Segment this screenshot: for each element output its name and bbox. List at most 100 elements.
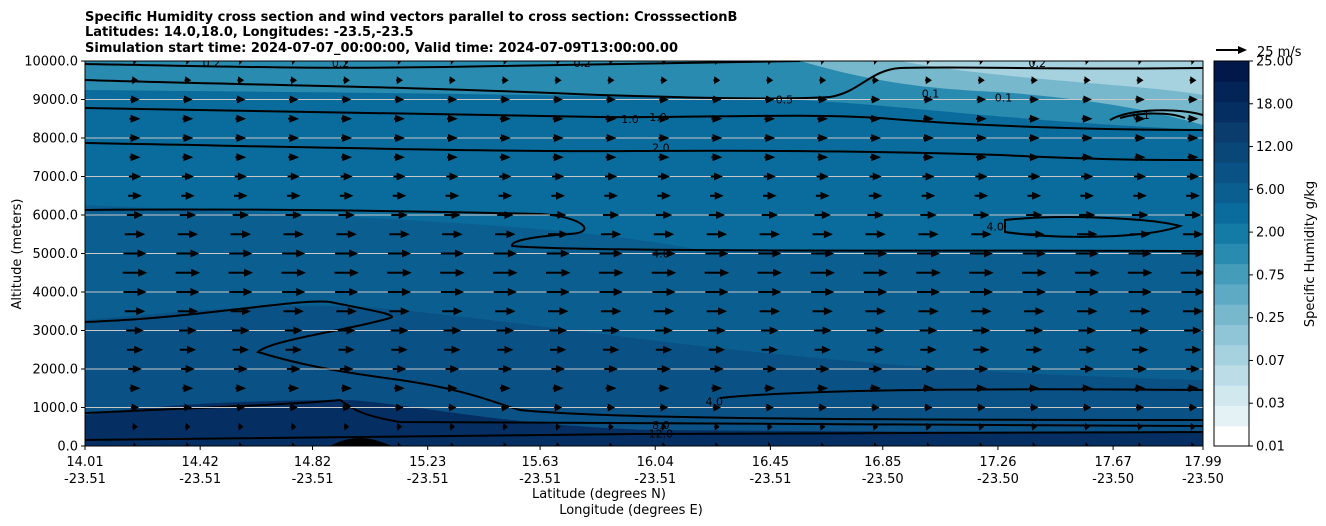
wind-vector (497, 345, 514, 354)
wind-vector (130, 95, 140, 104)
wind-vector (767, 61, 772, 65)
wind-vector (657, 191, 671, 200)
colorbar-swatch (1214, 385, 1249, 406)
y-tick-label: 10000.0 (24, 55, 78, 70)
wind-vector (1128, 249, 1152, 258)
colorbar-tick-label: 12.00 (1256, 140, 1293, 155)
wind-vector (920, 345, 937, 354)
wind-vector (870, 153, 882, 162)
wind-vector (708, 326, 726, 335)
wind-vector (340, 172, 353, 181)
contour-label: 4.0 (986, 221, 1004, 234)
wind-vector (1131, 326, 1149, 335)
colorbar-swatch (1214, 283, 1249, 305)
wind-vector (764, 153, 776, 162)
wind-vector (552, 134, 564, 142)
wind-vector (344, 442, 349, 446)
wind-vector (814, 211, 831, 219)
wind-vector (653, 307, 675, 316)
colorbar-frame (1213, 60, 1250, 447)
wind-vector (1081, 153, 1093, 162)
wind-vector (1135, 95, 1145, 104)
wind-vector (123, 249, 147, 258)
wind-vector (1032, 61, 1037, 65)
wind-vector (1032, 442, 1037, 446)
x-tick-label-latitude: 15.23 (409, 455, 446, 470)
wind-vector (759, 230, 780, 239)
wind-vector (820, 442, 825, 446)
wind-vector (289, 403, 298, 412)
wind-vector (926, 442, 931, 446)
wind-vector (548, 230, 569, 239)
wind-vector (288, 134, 300, 142)
x-tick-label-latitude: 16.04 (637, 455, 674, 470)
wind-vector (442, 307, 463, 316)
wind-vector (1078, 326, 1097, 335)
wind-vector (446, 153, 458, 162)
wind-vector (341, 134, 353, 142)
wind-vector (1028, 384, 1040, 393)
colorbar-swatch (1214, 304, 1249, 325)
wind-vector (554, 76, 562, 85)
contour-line-2.0 (85, 142, 1203, 161)
wind-vector (397, 442, 402, 446)
chart-title-line-2: Latitudes: 14.0,18.0, Longitudes: -23.5,… (85, 25, 414, 40)
colorbar-tick-label: 0.25 (1256, 311, 1285, 326)
wind-vector (450, 61, 455, 65)
contour-label: 1.0 (621, 113, 639, 126)
colorbar-tick-label: 18.00 (1256, 97, 1293, 112)
wind-vector (813, 326, 832, 335)
wind-vector (341, 153, 353, 162)
wind-vector (495, 307, 516, 316)
wind-vector (1190, 422, 1196, 431)
wind-vector (975, 172, 988, 181)
wind-vector (1085, 61, 1090, 65)
wind-vector (711, 134, 723, 142)
y-tick-label: 0.0 (57, 440, 78, 455)
wind-vector (1180, 268, 1203, 277)
wind-vector (714, 61, 719, 65)
wind-vector (658, 384, 670, 393)
wind-vector (549, 326, 568, 335)
wind-vector (1129, 230, 1151, 239)
contour-line-4.0-cell (1004, 216, 1184, 238)
wind-vector (548, 307, 569, 316)
colorbar-swatch (1214, 324, 1249, 346)
wind-vector (925, 422, 932, 431)
wind-vector (1077, 307, 1098, 316)
wind-vector (394, 384, 405, 393)
wind-vector (710, 172, 724, 181)
wind-vector (389, 230, 410, 239)
y-tick-label: 6000.0 (33, 209, 79, 224)
wind-vector (338, 345, 355, 354)
colorbar-ticks: 0.01 0.03 0.07 0.25 0.75 2.00 6.00 12.00 18.00 25… (1249, 55, 1293, 455)
wind-vector (1186, 172, 1200, 181)
x-tick-label-latitude: 14.01 (66, 455, 103, 470)
wind-vector (923, 114, 934, 123)
colorbar-swatch (1214, 121, 1249, 143)
wind-vector (1079, 211, 1096, 219)
wind-vector (446, 134, 458, 142)
wind-vector (1188, 403, 1198, 412)
contour-line-1.0 (85, 107, 1203, 131)
wind-vector (238, 422, 244, 431)
contour-label: 12.0 (649, 427, 674, 440)
contour-label: 0.2 (203, 57, 221, 70)
contour-line-0.2 (85, 61, 801, 69)
wind-vector (445, 365, 460, 373)
wind-vector (924, 403, 933, 412)
colorbar-swatch (1214, 243, 1249, 265)
wind-vector (819, 422, 826, 431)
wind-vector (916, 249, 941, 258)
colorbar-tick-label: 6.00 (1256, 183, 1285, 198)
colorbar-label: Specific Humidity g/kg (1303, 181, 1318, 327)
wind-vector (971, 307, 992, 316)
wind-vector (446, 384, 458, 393)
wind-vector (1083, 403, 1092, 412)
wind-vector (607, 403, 616, 412)
wind-vector (493, 288, 517, 296)
wind-vector (604, 365, 618, 373)
wind-vector (658, 134, 670, 142)
wind-vector (817, 134, 829, 142)
wind-vector (182, 384, 194, 393)
